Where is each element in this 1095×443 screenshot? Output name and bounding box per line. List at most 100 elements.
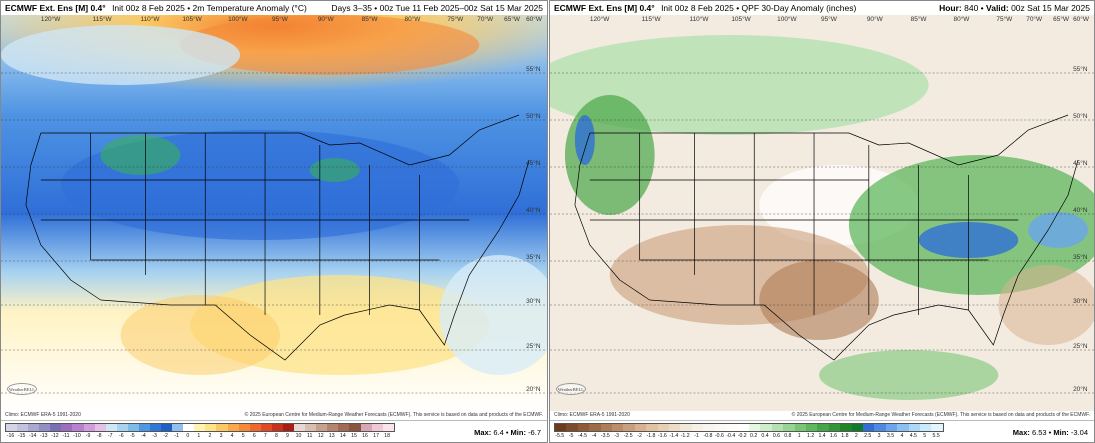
scale-color-bar	[5, 423, 395, 432]
scale-tick-label: -1.4	[669, 433, 679, 439]
lat-label: 55°N	[526, 65, 541, 73]
lat-label: 40°N	[1073, 206, 1088, 214]
weatherbell-logo: WeatherBELL	[556, 383, 586, 395]
scale-swatch	[72, 424, 84, 431]
temperature-scale: -16 -15 -14 -13 -12 -11 -10 -9 -8 -7 -6 -5 -4 -3 -2 -1 0…	[1, 420, 547, 442]
model-name: ECMWF Ext. Ens [M] 0.4°	[5, 3, 106, 13]
lon-label: 115°W	[642, 15, 662, 23]
scale-swatch	[260, 424, 272, 431]
scale-tick-label: 18	[384, 433, 391, 439]
scale-swatch	[216, 424, 228, 431]
lat-label: 30°N	[526, 297, 541, 305]
scale-swatch	[28, 424, 40, 431]
scale-swatch	[657, 424, 670, 431]
scale-swatch	[612, 424, 624, 431]
scale-tick-label: 2.5	[864, 433, 872, 439]
min-label: Min:	[510, 428, 526, 437]
scale-tick-label: 0	[186, 433, 190, 439]
scale-swatch	[17, 424, 29, 431]
scale-tick-label: 0.6	[772, 433, 781, 439]
longitude-labels: 120°W 115°W 110°W 105°W 100°W 95°W 90°W …	[41, 15, 543, 23]
max-value: 6.4	[493, 428, 504, 437]
scale-tick-label: -15	[17, 433, 26, 439]
max-min-readout: Max: 6.53 • Min: -3.04	[1012, 428, 1088, 437]
us-gulf-coast	[893, 159, 1079, 346]
us-canada-border	[589, 114, 1069, 166]
qpf-map-svg: 120°W 115°W 110°W 105°W 100°W 95°W 90°W …	[550, 15, 1094, 411]
scale-tick-label: -4	[591, 433, 597, 439]
qpf-map: 120°W 115°W 110°W 105°W 100°W 95°W 90°W …	[550, 15, 1094, 411]
lat-label: 50°N	[526, 112, 541, 120]
qpf-anomaly-panel: ECMWF Ext. Ens [M] 0.4° Init 00z 8 Feb 2…	[549, 0, 1095, 443]
lon-label: 120°W	[590, 15, 610, 23]
scale-swatch	[817, 424, 829, 431]
texas-dry-area	[759, 260, 879, 340]
panel-header: ECMWF Ext. Ens [M] 0.4° Init 00z 8 Feb 2…	[550, 1, 1094, 15]
scale-swatch	[646, 424, 658, 431]
scale-tick-label: 11	[306, 433, 313, 439]
mexico-warm-area	[120, 295, 280, 375]
scale-swatch	[794, 424, 806, 431]
hudson-warm-area	[180, 15, 480, 75]
scale-tick-label: 10	[295, 433, 302, 439]
scale-tick-label: -5	[130, 433, 135, 439]
temperature-map-svg: 120°W 115°W 110°W 105°W 100°W 95°W 90°W …	[1, 15, 547, 411]
scale-tick-label: 1.8	[841, 433, 849, 439]
scale-swatch	[669, 424, 681, 431]
scale-tick-label: 1	[197, 433, 201, 439]
scale-swatch	[172, 424, 184, 431]
scale-tick-label: 2	[208, 433, 212, 439]
lon-label: 85°W	[911, 15, 928, 23]
longitude-labels: 120°W 115°W 110°W 105°W 100°W 95°W 90°W …	[590, 15, 1090, 23]
scale-swatch	[249, 424, 261, 431]
max-label: Max:	[474, 428, 492, 437]
lon-label: 95°W	[821, 15, 838, 23]
scale-tick-label: 5	[923, 433, 927, 439]
scale-swatch	[327, 424, 339, 431]
lat-label: 45°N	[526, 159, 541, 167]
scale-swatch	[161, 424, 173, 431]
scale-swatch	[94, 424, 106, 431]
scale-tick-label: -16	[6, 433, 15, 439]
scale-tick-label: 1.6	[829, 433, 838, 439]
scale-swatch	[623, 424, 635, 431]
lon-label: 80°W	[954, 15, 971, 23]
lon-label: 110°W	[140, 15, 160, 23]
scale-tick-label: -1	[174, 433, 180, 439]
scale-tick-label: -7	[107, 433, 113, 439]
scale-tick-label: 9	[286, 433, 289, 439]
scale-tick-label: 3	[219, 433, 223, 439]
lon-label: 60°W	[526, 15, 543, 23]
scale-swatch	[862, 424, 875, 431]
scale-tick-label: -11	[62, 433, 70, 439]
scale-tick-label: -1	[694, 433, 699, 439]
scale-tick-label: -3	[614, 433, 620, 439]
scale-swatch	[39, 424, 51, 431]
us-west-coast	[574, 132, 650, 301]
scale-tick-label: -1.2	[680, 433, 690, 439]
lon-label: 65°W	[1053, 15, 1070, 23]
scale-swatch	[205, 424, 217, 431]
atlantic-dry-area	[998, 265, 1094, 345]
scale-tick-label: -0.4	[726, 433, 736, 439]
min-label: Min:	[1053, 428, 1069, 437]
scale-tick-label: 5.5	[932, 433, 940, 439]
scale-swatch	[714, 424, 727, 431]
panel-footer: Climo: ECMWF ERA-5 1991-2020 © 2025 Euro…	[550, 411, 1094, 420]
scale-swatch	[6, 424, 18, 431]
scale-swatch	[783, 424, 795, 431]
scale-swatch	[227, 424, 239, 431]
scale-swatch	[840, 424, 852, 431]
scale-tick-label: -4	[141, 433, 146, 439]
scale-swatch	[851, 424, 863, 431]
scale-swatch	[920, 424, 932, 431]
lon-label: 105°W	[731, 15, 751, 23]
lon-label: 65°W	[504, 15, 521, 23]
valid-value: 00z Sat 15 Mar 2025	[1011, 3, 1090, 13]
scale-tick-label: 4	[900, 433, 904, 439]
scale-swatch	[771, 424, 784, 431]
scale-labels: -5.5 -5 -4.5 -4 -3.5 -3 -2.5 -2 -1.8 -1.6 -1.4 -1.2…	[554, 433, 942, 442]
scale-tick-label: -9	[85, 433, 91, 439]
scale-swatch	[105, 424, 117, 431]
scale-tick-label: -10	[73, 433, 81, 439]
